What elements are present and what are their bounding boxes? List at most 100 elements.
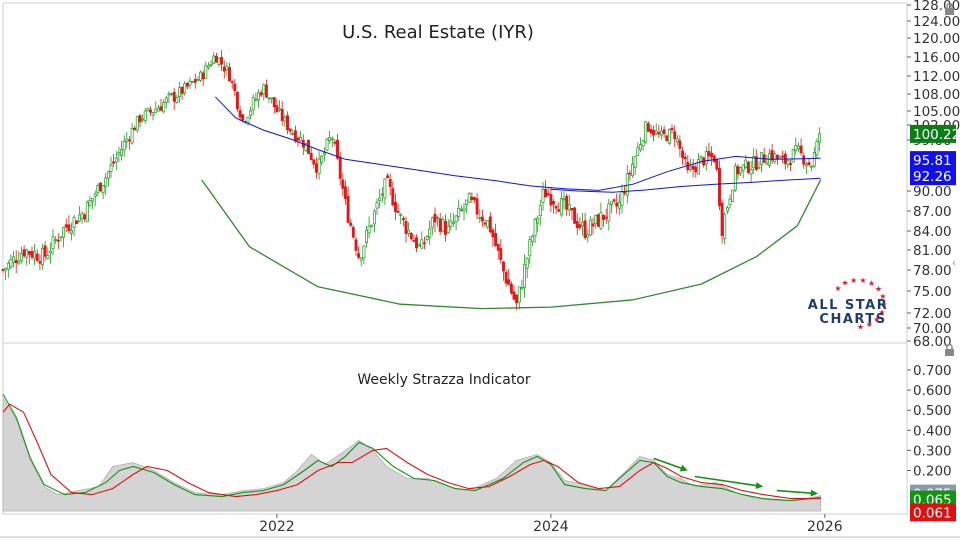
candle-body [391,188,395,206]
indicator-axis-label: 0.500 [913,403,952,419]
long-ma-tag-label: 92.26 [913,169,952,185]
candle-body [317,158,321,175]
candle-body [156,107,160,112]
candle-body [670,127,674,131]
logo-star: ★ [879,292,886,301]
candle-body [27,251,31,255]
candle-body [54,239,58,241]
candle-body [699,155,703,159]
candle-body [159,106,163,111]
candle-body [509,283,513,294]
candle-body [112,161,116,164]
candle-body [14,260,18,264]
trend-arrow [776,489,818,497]
candle-body [712,155,716,163]
candle-body [299,137,303,142]
candle-body [454,215,458,223]
trend-arrow [653,457,688,472]
candle-body [346,195,350,223]
candle-body [178,87,181,97]
candle-body [312,159,316,165]
candle-body [72,216,76,228]
collapse-chevron-icon[interactable]: ‹ [952,258,956,269]
candle-body [683,156,687,160]
candle-body [631,163,634,177]
indicator-axis-label: 0.300 [913,443,952,459]
candle-body [201,72,205,80]
candle-body [22,249,26,257]
candle-body [657,132,661,135]
candle-body [720,202,724,236]
indicator-gray-area [2,396,822,512]
candle-body [573,207,577,224]
candle-body [372,210,376,225]
candle-body [217,57,221,65]
candle-body [422,242,426,245]
candle-body [694,166,698,173]
candle-body [143,110,147,122]
candle-body [770,150,774,161]
candle-body [599,212,603,229]
candle-body [417,244,421,247]
candle-body [502,261,505,272]
candle-body [815,141,819,156]
time-axis-label: 2026 [807,519,843,535]
candle-body [257,92,260,101]
candle-body [67,224,71,232]
candle-body [88,200,92,206]
candle-body [749,169,753,175]
candle-body [530,236,534,243]
candle-body [207,65,210,68]
candle-body [520,287,524,290]
candle-body [818,133,822,143]
long-ma-tag-box [910,167,956,186]
candle-body [810,165,814,168]
price-axis-label: 87.00 [913,204,952,220]
candle-body [404,221,408,234]
long-ma-tag: 92.26 [910,167,956,186]
candle-body [591,223,595,227]
candle-body [56,239,60,242]
candle-body [586,234,590,238]
lock-icon[interactable] [945,2,954,16]
candle-body [646,123,650,132]
lock-icon[interactable] [945,343,954,357]
candle-body [528,239,532,257]
candle-body [48,251,52,254]
candle-body [652,129,656,136]
candle-body [707,150,711,157]
price-axis-label: 124.00 [913,14,960,30]
candle-body [359,257,363,261]
candle-body [562,198,566,201]
candle-body [151,112,155,116]
candle-body [581,222,584,227]
candle-body [549,194,553,206]
candle-body [723,214,727,239]
candle-body [483,222,487,225]
logo-star: ★ [841,279,848,288]
candle-body [9,259,13,268]
trend-arrow-head [810,489,818,497]
candle-body [644,121,648,143]
candle-body [209,64,213,67]
candle-body [565,195,569,210]
candle-body [127,139,131,142]
candle-body [436,217,440,220]
price-axis-label: 105.00 [913,104,960,120]
candle-body [578,224,582,228]
candle-body [307,139,310,155]
candle-body [488,216,492,233]
short-ma-tag-label: 95.81 [913,153,952,169]
candle-body [222,66,226,72]
indicator-axis-label: 0.400 [913,423,952,439]
candle-body [433,213,437,223]
candle-body [425,236,429,240]
candle-body [278,108,282,111]
price-axis-label: 90.00 [913,184,952,200]
candle-body [17,260,21,264]
trend-arrow-shaft [776,489,813,494]
candle-body [607,203,611,222]
logo-star: ★ [866,320,873,329]
candle-body [354,239,358,251]
